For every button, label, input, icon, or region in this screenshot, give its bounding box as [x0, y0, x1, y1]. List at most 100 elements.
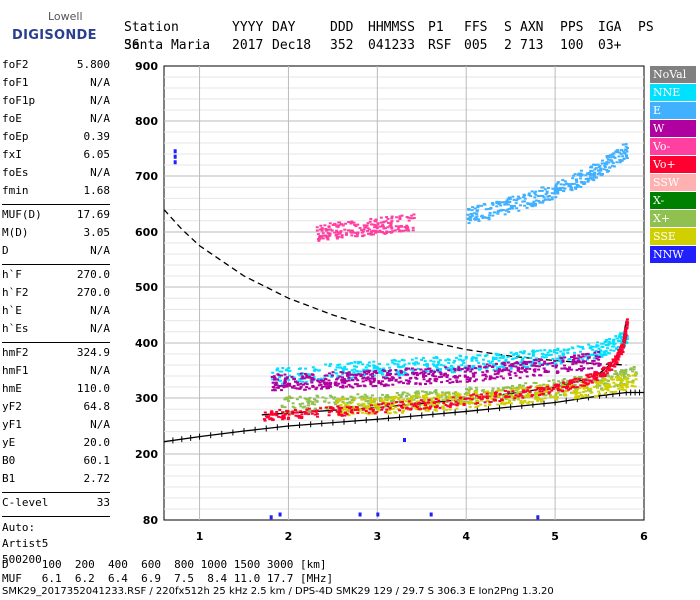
echo-point	[608, 166, 612, 169]
echo-point	[380, 383, 384, 386]
echo-point	[425, 380, 429, 383]
echo-point	[439, 395, 443, 398]
echo-point	[432, 404, 436, 407]
echo-point	[480, 389, 484, 392]
echo-point	[375, 366, 379, 369]
echo-point	[273, 388, 277, 391]
echo-point	[592, 353, 596, 356]
echo-point	[534, 357, 538, 360]
echo-point	[429, 370, 433, 373]
echo-point	[342, 402, 346, 405]
echo-point	[507, 210, 511, 213]
echo-point	[327, 379, 331, 382]
echo-point	[552, 382, 556, 385]
echo-point	[405, 395, 409, 398]
echo-point	[315, 394, 319, 397]
echo-point	[427, 367, 431, 370]
echo-point	[423, 360, 427, 363]
echo-point	[451, 366, 455, 369]
echo-point	[476, 354, 480, 357]
echo-point	[311, 401, 315, 404]
echo-point	[402, 370, 406, 373]
header-label-9: PPS	[560, 20, 584, 35]
echo-point	[360, 373, 364, 376]
echo-point	[485, 392, 489, 395]
echo-point	[355, 235, 359, 238]
echo-point	[567, 348, 571, 351]
echo-point	[401, 382, 405, 385]
param-key: foF1p	[2, 94, 36, 107]
echo-point	[621, 150, 625, 153]
echo-point	[474, 386, 478, 389]
echo-point	[387, 369, 391, 372]
header-value-0: Santa Maria	[124, 38, 211, 53]
echo-point	[551, 364, 555, 367]
echo-point	[468, 380, 472, 383]
echo-point	[625, 380, 629, 383]
echo-point	[288, 384, 292, 387]
echo-point	[442, 406, 446, 409]
echo-point	[491, 387, 495, 390]
x-tick-label: 6	[640, 530, 648, 543]
echo-point	[544, 353, 548, 356]
param-separator	[2, 492, 110, 493]
echo-point	[519, 402, 523, 405]
echo-point	[442, 364, 446, 367]
echo-point	[519, 363, 523, 366]
echo-point	[343, 367, 347, 370]
echo-point	[436, 363, 440, 366]
echo-point	[589, 390, 593, 393]
echo-point	[577, 357, 581, 360]
echo-point	[516, 393, 520, 396]
echo-point	[392, 358, 396, 361]
echo-point	[335, 401, 339, 404]
echo-point	[433, 401, 437, 404]
echo-point	[616, 358, 620, 361]
echo-point	[500, 356, 504, 359]
param-value: 110.0	[76, 382, 110, 395]
echo-point	[437, 395, 441, 398]
echo-point	[496, 394, 500, 397]
echo-point	[415, 374, 419, 377]
legend-item-x: X+	[650, 210, 696, 227]
echo-point	[400, 358, 404, 361]
echo-point	[634, 371, 638, 374]
echo-point	[345, 403, 349, 406]
echo-point	[539, 374, 543, 377]
echo-point	[319, 224, 323, 227]
echo-point	[303, 382, 307, 385]
echo-point	[447, 369, 451, 372]
echo-point	[363, 370, 367, 373]
echo-point	[487, 392, 491, 395]
echo-point	[512, 387, 516, 390]
echo-point	[589, 380, 593, 383]
echo-point	[372, 370, 376, 373]
echo-point	[533, 192, 537, 195]
echo-point	[541, 186, 545, 189]
echo-point	[571, 177, 575, 180]
echo-point	[545, 390, 549, 393]
echo-point	[465, 388, 469, 391]
echo-point	[524, 382, 528, 385]
echo-point	[371, 385, 375, 388]
echo-point	[560, 389, 564, 392]
echo-point	[342, 380, 346, 383]
echo-point	[287, 370, 291, 373]
echo-point	[619, 382, 623, 385]
echo-point	[401, 411, 405, 414]
echo-point	[265, 416, 269, 419]
echo-point	[622, 344, 626, 347]
echo-point	[622, 157, 626, 160]
echo-point	[402, 398, 406, 401]
echo-point	[337, 406, 341, 409]
echo-point	[590, 367, 594, 370]
echo-point	[314, 410, 318, 413]
echo-point	[599, 168, 603, 171]
echo-point	[477, 396, 481, 399]
echo-point	[499, 375, 503, 378]
echo-point	[541, 392, 545, 395]
header-label-5: P1	[428, 20, 444, 35]
echo-point	[433, 379, 437, 382]
echo-point	[319, 379, 323, 382]
echo-point	[313, 407, 317, 410]
